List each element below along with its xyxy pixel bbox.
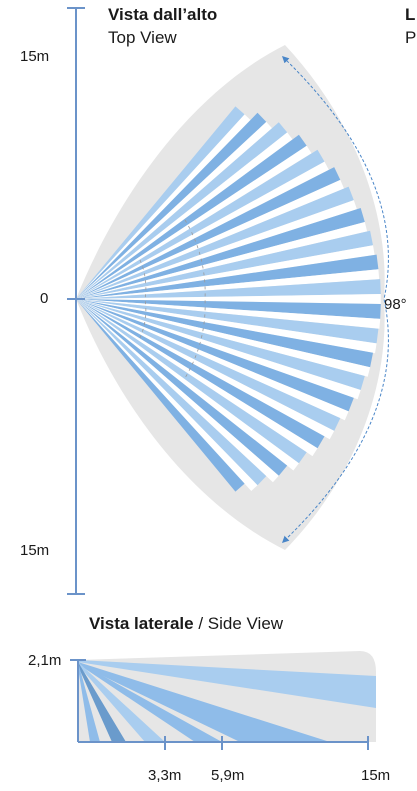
side-beam-long-lower [78, 662, 330, 742]
fan-beam [76, 299, 373, 368]
fan-beam-gap [76, 299, 335, 440]
cut-off-header-line2: P [405, 28, 417, 47]
fan-beam-gap [76, 299, 318, 457]
fan-beam [76, 299, 245, 492]
angle-arc-arrow [281, 56, 389, 543]
side-view-title: Vista laterale / Side View [89, 614, 283, 634]
cut-off-header-line1: L [405, 5, 416, 24]
side-view-coverage [78, 651, 376, 742]
fan-beam-gap [76, 245, 375, 299]
top-view-fan-beams [76, 106, 381, 492]
fan-beam-gap [76, 299, 377, 354]
fan-beam-gap [76, 121, 272, 300]
top-view-title-it: Vista dall’alto [108, 5, 218, 24]
fan-beam [76, 122, 288, 299]
fan-beam-gap [76, 299, 361, 400]
fan-beam-gap [76, 114, 251, 300]
top-view-title-en: Top View [108, 28, 177, 47]
fan-beam-gap [76, 299, 258, 491]
fan-beam [76, 299, 288, 476]
height-label: 2,1m [28, 652, 62, 669]
fan-beam [76, 254, 379, 299]
fan-beam [76, 299, 325, 449]
fan-beam [76, 112, 267, 299]
fan-beam-gap [76, 161, 329, 299]
distance-label-1: 3,3m [148, 767, 182, 784]
fan-beam-gap [76, 299, 371, 377]
center-range-label: 0 [40, 290, 49, 307]
side-beam-long-upper [78, 660, 376, 708]
top-range-label: 15m [20, 48, 50, 65]
fan-beam-gap [76, 132, 293, 299]
inner-range-ring [184, 219, 206, 379]
distance-label-3: 15m [361, 767, 391, 784]
fan-beam [76, 279, 381, 299]
fan-beam [76, 299, 307, 464]
fan-beam [76, 106, 245, 300]
fan-beam [76, 230, 373, 299]
fan-beam [76, 299, 341, 431]
side-view-title-it: Vista laterale [89, 614, 194, 633]
fan-beam-gap [76, 269, 380, 299]
fan-beam [76, 299, 381, 319]
fan-beam-gap [76, 145, 312, 299]
bottom-range-label: 15m [20, 542, 50, 559]
fan-beam-gap [76, 299, 299, 471]
distance-label-2: 5,9m [211, 767, 245, 784]
side-beam-mid-2 [78, 662, 165, 742]
fan-beam [76, 167, 341, 299]
fan-beam-gap [76, 299, 381, 329]
fan-beam [76, 299, 365, 390]
fan-beam-gap [76, 299, 349, 421]
fan-beam [76, 134, 307, 299]
fan-beam-gap [76, 299, 279, 483]
side-beam-mid-1 [78, 662, 222, 742]
side-beam-short-2 [78, 662, 100, 742]
fan-beam [76, 149, 325, 299]
side-view-title-en: Side View [207, 614, 284, 633]
side-beam-short-1 [78, 662, 126, 742]
side-view-title-separator: / [193, 614, 208, 633]
fan-beam [76, 299, 267, 486]
fan-beam [76, 208, 365, 299]
fan-beam-gap [76, 294, 381, 304]
angle-label: 98° [384, 296, 407, 313]
fan-beam-gap [76, 222, 368, 299]
fan-beam [76, 299, 379, 344]
